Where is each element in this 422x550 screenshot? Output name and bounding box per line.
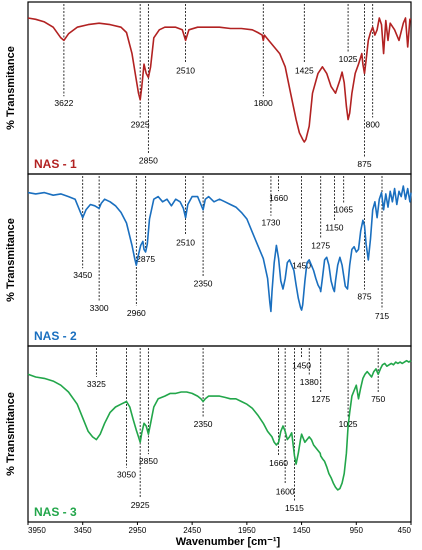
annotation-label: 1730 bbox=[261, 218, 280, 228]
annotation-label: 1515 bbox=[285, 503, 304, 513]
x-tick-label: 1950 bbox=[238, 526, 256, 535]
annotation-label: 2850 bbox=[139, 456, 158, 466]
panel-label: NAS - 2 bbox=[34, 329, 77, 343]
annotation-label: 2350 bbox=[194, 278, 213, 288]
annotation-label: 1380 bbox=[300, 377, 319, 387]
panel-2: 3450 3300 2960 2875 2510 2350 1730 1660 14501275… bbox=[5, 173, 412, 347]
annotation-label: 3450 bbox=[73, 270, 92, 280]
annotation-label: 1025 bbox=[339, 54, 358, 64]
annotation-label: 1065 bbox=[334, 205, 353, 215]
series-line-2 bbox=[27, 185, 412, 313]
annotation-label: 2510 bbox=[176, 237, 195, 247]
annotation-label: 1660 bbox=[269, 458, 288, 468]
annotation-label: 800 bbox=[366, 120, 380, 130]
annotation-label: 875 bbox=[357, 159, 371, 169]
annotation-label: 2850 bbox=[139, 156, 158, 166]
x-tick-label: 950 bbox=[350, 526, 364, 535]
annotation-label: 1450 bbox=[292, 360, 311, 370]
series-line-3 bbox=[27, 359, 412, 491]
panel-1: 3622 2925 2850 2510 1800 1425 1025 875 800 % Tran… bbox=[5, 1, 412, 175]
series-line-1 bbox=[27, 17, 411, 143]
x-axis: 3950 3450 2950 2450 1950 1450 950 450 bbox=[27, 522, 412, 535]
annotation-label: 1150 bbox=[325, 223, 344, 233]
annotation-label: 1600 bbox=[276, 486, 295, 496]
annotation-label: 750 bbox=[371, 394, 385, 404]
panel-label: NAS - 1 bbox=[34, 157, 77, 171]
annotation-label: 2875 bbox=[136, 254, 155, 264]
ftir-panels: 3622 2925 2850 2510 1800 1425 1025 875 800 % Tran… bbox=[5, 1, 412, 523]
x-tick-label: 3950 bbox=[28, 526, 46, 535]
annotation-label: 3050 bbox=[117, 470, 136, 480]
annotation-label: 1450 bbox=[292, 260, 311, 270]
annotation-label: 3300 bbox=[90, 303, 109, 313]
x-tick-label: 3450 bbox=[74, 526, 92, 535]
annotation-label: 1660 bbox=[269, 193, 288, 203]
y-axis-label: % Transmitance bbox=[5, 46, 17, 130]
annotation-label: 875 bbox=[357, 292, 371, 302]
y-axis-label: % Transmitance bbox=[5, 218, 17, 302]
annotation-label: 2510 bbox=[176, 65, 195, 75]
y-axis-label: % Transmitance bbox=[5, 392, 17, 476]
annotation-label: 3325 bbox=[87, 379, 106, 389]
annotation-label: 1275 bbox=[311, 394, 330, 404]
panel-3: 3325 3050 2925 2850 2350 1660 1600 1515 1450 1380… bbox=[5, 345, 412, 523]
annotation-label: 2960 bbox=[127, 308, 146, 318]
annotation-label: 1425 bbox=[295, 65, 314, 75]
x-tick-label: 1450 bbox=[293, 526, 311, 535]
x-tick-label: 450 bbox=[398, 526, 412, 535]
annotation-label: 1275 bbox=[311, 241, 330, 251]
panel-label: NAS - 3 bbox=[34, 505, 77, 519]
annotation-label: 2925 bbox=[131, 500, 150, 510]
panel-frame bbox=[27, 345, 412, 523]
annotation-label: 2925 bbox=[131, 120, 150, 130]
annotation-label: 3622 bbox=[54, 98, 73, 108]
x-axis-label: Wavenumber [cm⁻¹] bbox=[176, 536, 281, 548]
x-tick-label: 2450 bbox=[183, 526, 201, 535]
annotation-label: 2350 bbox=[194, 419, 213, 429]
annotation-label: 715 bbox=[375, 311, 389, 321]
x-tick-label: 2950 bbox=[129, 526, 147, 535]
annotation-label: 1800 bbox=[254, 98, 273, 108]
